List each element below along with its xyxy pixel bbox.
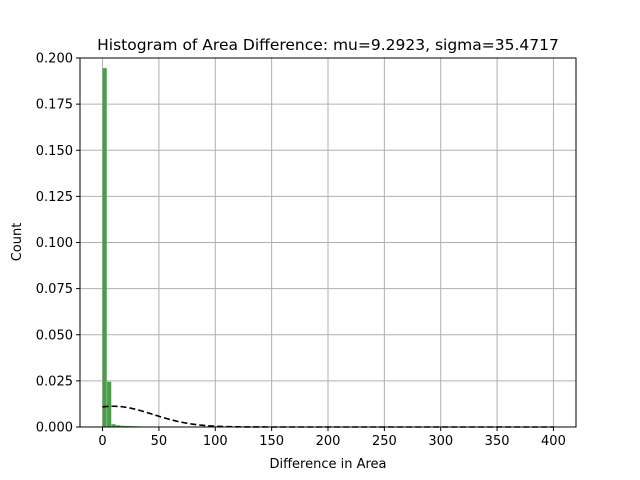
y-tick-label-2: 0.050 xyxy=(36,328,73,343)
x-tick-label-1: 50 xyxy=(151,434,168,449)
x-tick-label-3: 150 xyxy=(259,434,284,449)
histogram-bar-2 xyxy=(111,424,116,427)
x-tick-label-6: 300 xyxy=(428,434,453,449)
x-tick-label-7: 350 xyxy=(485,434,510,449)
y-tick-label-5: 0.125 xyxy=(36,190,73,205)
y-tick-label-7: 0.175 xyxy=(36,98,73,113)
y-axis-ticks: 0.000 0.025 0.050 0.075 0.100 0.125 0.150 0.175… xyxy=(36,52,80,436)
x-tick-label-8: 400 xyxy=(541,434,566,449)
x-tick-label-5: 250 xyxy=(372,434,397,449)
histogram-bar-4 xyxy=(120,425,125,427)
x-tick-label-2: 100 xyxy=(203,434,228,449)
y-tick-label-0: 0.000 xyxy=(36,421,73,436)
x-axis-label: Difference in Area xyxy=(269,457,386,472)
y-tick-label-8: 0.200 xyxy=(36,52,73,67)
x-axis-ticks: 0 50 100 150 200 250 300 350 400 xyxy=(98,427,566,449)
y-tick-label-3: 0.075 xyxy=(36,282,73,297)
x-tick-label-0: 0 xyxy=(98,434,106,449)
histogram-bar-1 xyxy=(107,381,112,427)
histogram-bar-3 xyxy=(116,425,121,427)
y-tick-label-4: 0.100 xyxy=(36,236,73,251)
chart-title: Histogram of Area Difference: mu=9.2923,… xyxy=(97,36,559,54)
histogram-bar-0 xyxy=(102,68,107,428)
x-tick-label-4: 200 xyxy=(316,434,341,449)
y-tick-label-6: 0.150 xyxy=(36,144,73,159)
y-tick-label-1: 0.025 xyxy=(36,374,73,389)
y-axis-label: Count xyxy=(10,223,25,262)
histogram-bar-5 xyxy=(125,425,130,427)
